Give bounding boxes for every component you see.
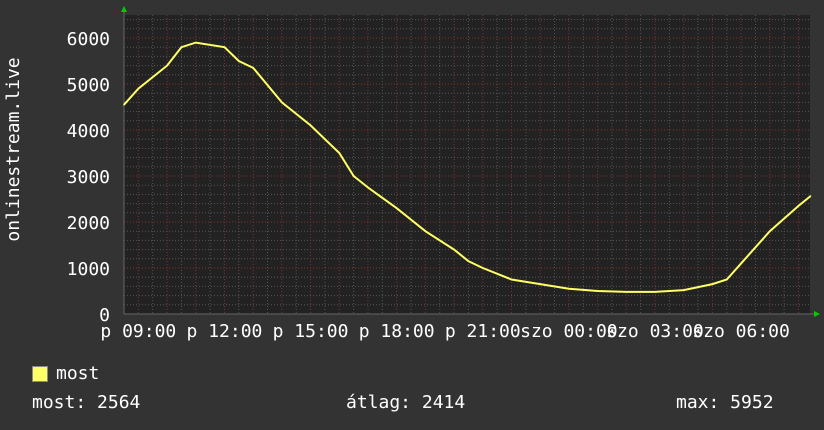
data-point bbox=[180, 46, 183, 48]
data-point bbox=[424, 230, 427, 232]
data-point bbox=[510, 278, 513, 281]
data-point bbox=[352, 175, 355, 177]
y-tick-label: 4000 bbox=[67, 121, 110, 142]
data-point bbox=[223, 46, 226, 48]
data-point bbox=[682, 289, 685, 291]
data-point bbox=[769, 230, 771, 232]
data-point bbox=[281, 101, 283, 104]
x-tick-label: szo 06:00 bbox=[692, 321, 790, 342]
y-tick-label: 6000 bbox=[67, 29, 110, 50]
data-point bbox=[568, 287, 570, 290]
data-point bbox=[711, 283, 714, 285]
data-point bbox=[481, 267, 484, 269]
data-point bbox=[123, 103, 125, 106]
y-tick-label: 0 bbox=[99, 305, 110, 326]
data-point bbox=[395, 207, 398, 209]
x-tick-label: szo 00:00 bbox=[520, 321, 618, 342]
data-point bbox=[809, 195, 812, 197]
stat-max: max: 5952 bbox=[676, 392, 774, 413]
legend-label: most bbox=[56, 363, 100, 384]
data-point bbox=[194, 41, 197, 44]
stat-average: átlag: 2414 bbox=[346, 392, 466, 413]
y-axis-arrow bbox=[121, 6, 127, 12]
x-tick-label: p 15:00 bbox=[273, 321, 349, 342]
data-point bbox=[338, 152, 341, 154]
data-point bbox=[137, 87, 140, 90]
data-point bbox=[166, 64, 168, 67]
data-point bbox=[654, 291, 656, 293]
y-axis-label: onlinestream.live bbox=[3, 57, 24, 241]
data-point bbox=[453, 248, 455, 251]
x-tick-label: szo 03:00 bbox=[606, 321, 704, 342]
plot-area bbox=[124, 15, 810, 314]
x-tick-label: p 21:00 bbox=[445, 321, 521, 342]
x-tick-label: p 12:00 bbox=[187, 321, 263, 342]
y-tick-label: 5000 bbox=[67, 75, 110, 96]
data-point bbox=[539, 283, 541, 285]
data-point bbox=[467, 260, 470, 262]
data-point bbox=[367, 186, 369, 189]
data-point bbox=[797, 205, 800, 207]
stat-current: most: 2564 bbox=[32, 392, 141, 413]
x-tick-label: p 18:00 bbox=[359, 321, 435, 342]
legend-swatch bbox=[32, 365, 48, 382]
x-tick-label: p 09:00 bbox=[100, 321, 176, 342]
data-point bbox=[740, 262, 742, 265]
y-tick-label: 1000 bbox=[67, 259, 110, 280]
x-axis-arrow bbox=[814, 311, 820, 317]
legend: most bbox=[32, 363, 99, 384]
y-tick-label: 2000 bbox=[67, 213, 110, 234]
data-point bbox=[725, 278, 728, 281]
data-point bbox=[596, 290, 599, 292]
data-point bbox=[252, 67, 254, 69]
y-tick-label: 3000 bbox=[67, 167, 110, 188]
data-point bbox=[309, 124, 312, 127]
data-point bbox=[238, 60, 240, 62]
data-point bbox=[625, 291, 628, 293]
